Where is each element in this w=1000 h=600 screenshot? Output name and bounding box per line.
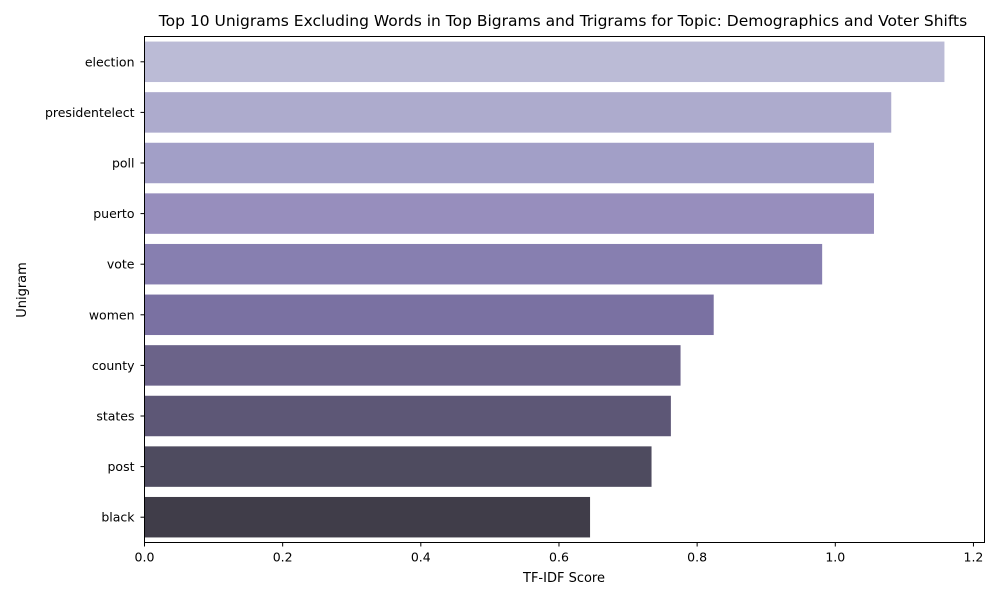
bar-women bbox=[144, 294, 714, 336]
plot-frame bbox=[144, 36, 985, 543]
bar-election bbox=[144, 41, 945, 83]
bar-presidentelect bbox=[144, 92, 892, 133]
y-tick-label: vote bbox=[107, 257, 135, 272]
bar-puerto bbox=[144, 193, 874, 234]
x-tick-label: 0.2 bbox=[273, 550, 293, 565]
bar-black bbox=[144, 496, 591, 538]
bar-states bbox=[144, 395, 671, 437]
x-axis-ticks: 0.0 0.2 0.4 0.6 0.8 1.0 1.2 bbox=[135, 542, 984, 565]
x-tick-label: 0.8 bbox=[687, 550, 707, 565]
y-tick-label: states bbox=[96, 409, 134, 424]
y-tick-label: black bbox=[101, 510, 135, 525]
bars-group bbox=[144, 41, 945, 538]
y-tick-label: post bbox=[108, 459, 135, 474]
bar-post bbox=[144, 446, 652, 487]
x-tick-label: 0.0 bbox=[135, 550, 155, 565]
y-tick-label: presidentelect bbox=[45, 105, 135, 120]
y-axis-label: Unigram bbox=[15, 262, 30, 318]
x-tick-label: 0.6 bbox=[549, 550, 569, 565]
y-tick-label: election bbox=[85, 54, 135, 69]
bar-county bbox=[144, 345, 681, 386]
y-tick-label: county bbox=[92, 358, 135, 373]
chart-title: Top 10 Unigrams Excluding Words in Top B… bbox=[158, 12, 967, 30]
y-tick-label: poll bbox=[112, 156, 135, 171]
y-axis-ticks: election presidentelect poll puerto vote wome… bbox=[45, 54, 145, 525]
x-tick-label: 0.4 bbox=[411, 550, 431, 565]
y-tick-label: puerto bbox=[93, 206, 134, 221]
x-tick-label: 1.0 bbox=[825, 550, 845, 565]
y-tick-label: women bbox=[89, 307, 135, 322]
bar-poll bbox=[144, 142, 874, 184]
bar-vote bbox=[144, 243, 823, 285]
x-tick-label: 1.2 bbox=[964, 550, 984, 565]
x-axis-label: TF-IDF Score bbox=[522, 571, 605, 586]
